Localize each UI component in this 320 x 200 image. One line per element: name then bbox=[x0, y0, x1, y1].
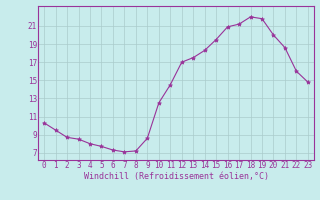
X-axis label: Windchill (Refroidissement éolien,°C): Windchill (Refroidissement éolien,°C) bbox=[84, 172, 268, 181]
